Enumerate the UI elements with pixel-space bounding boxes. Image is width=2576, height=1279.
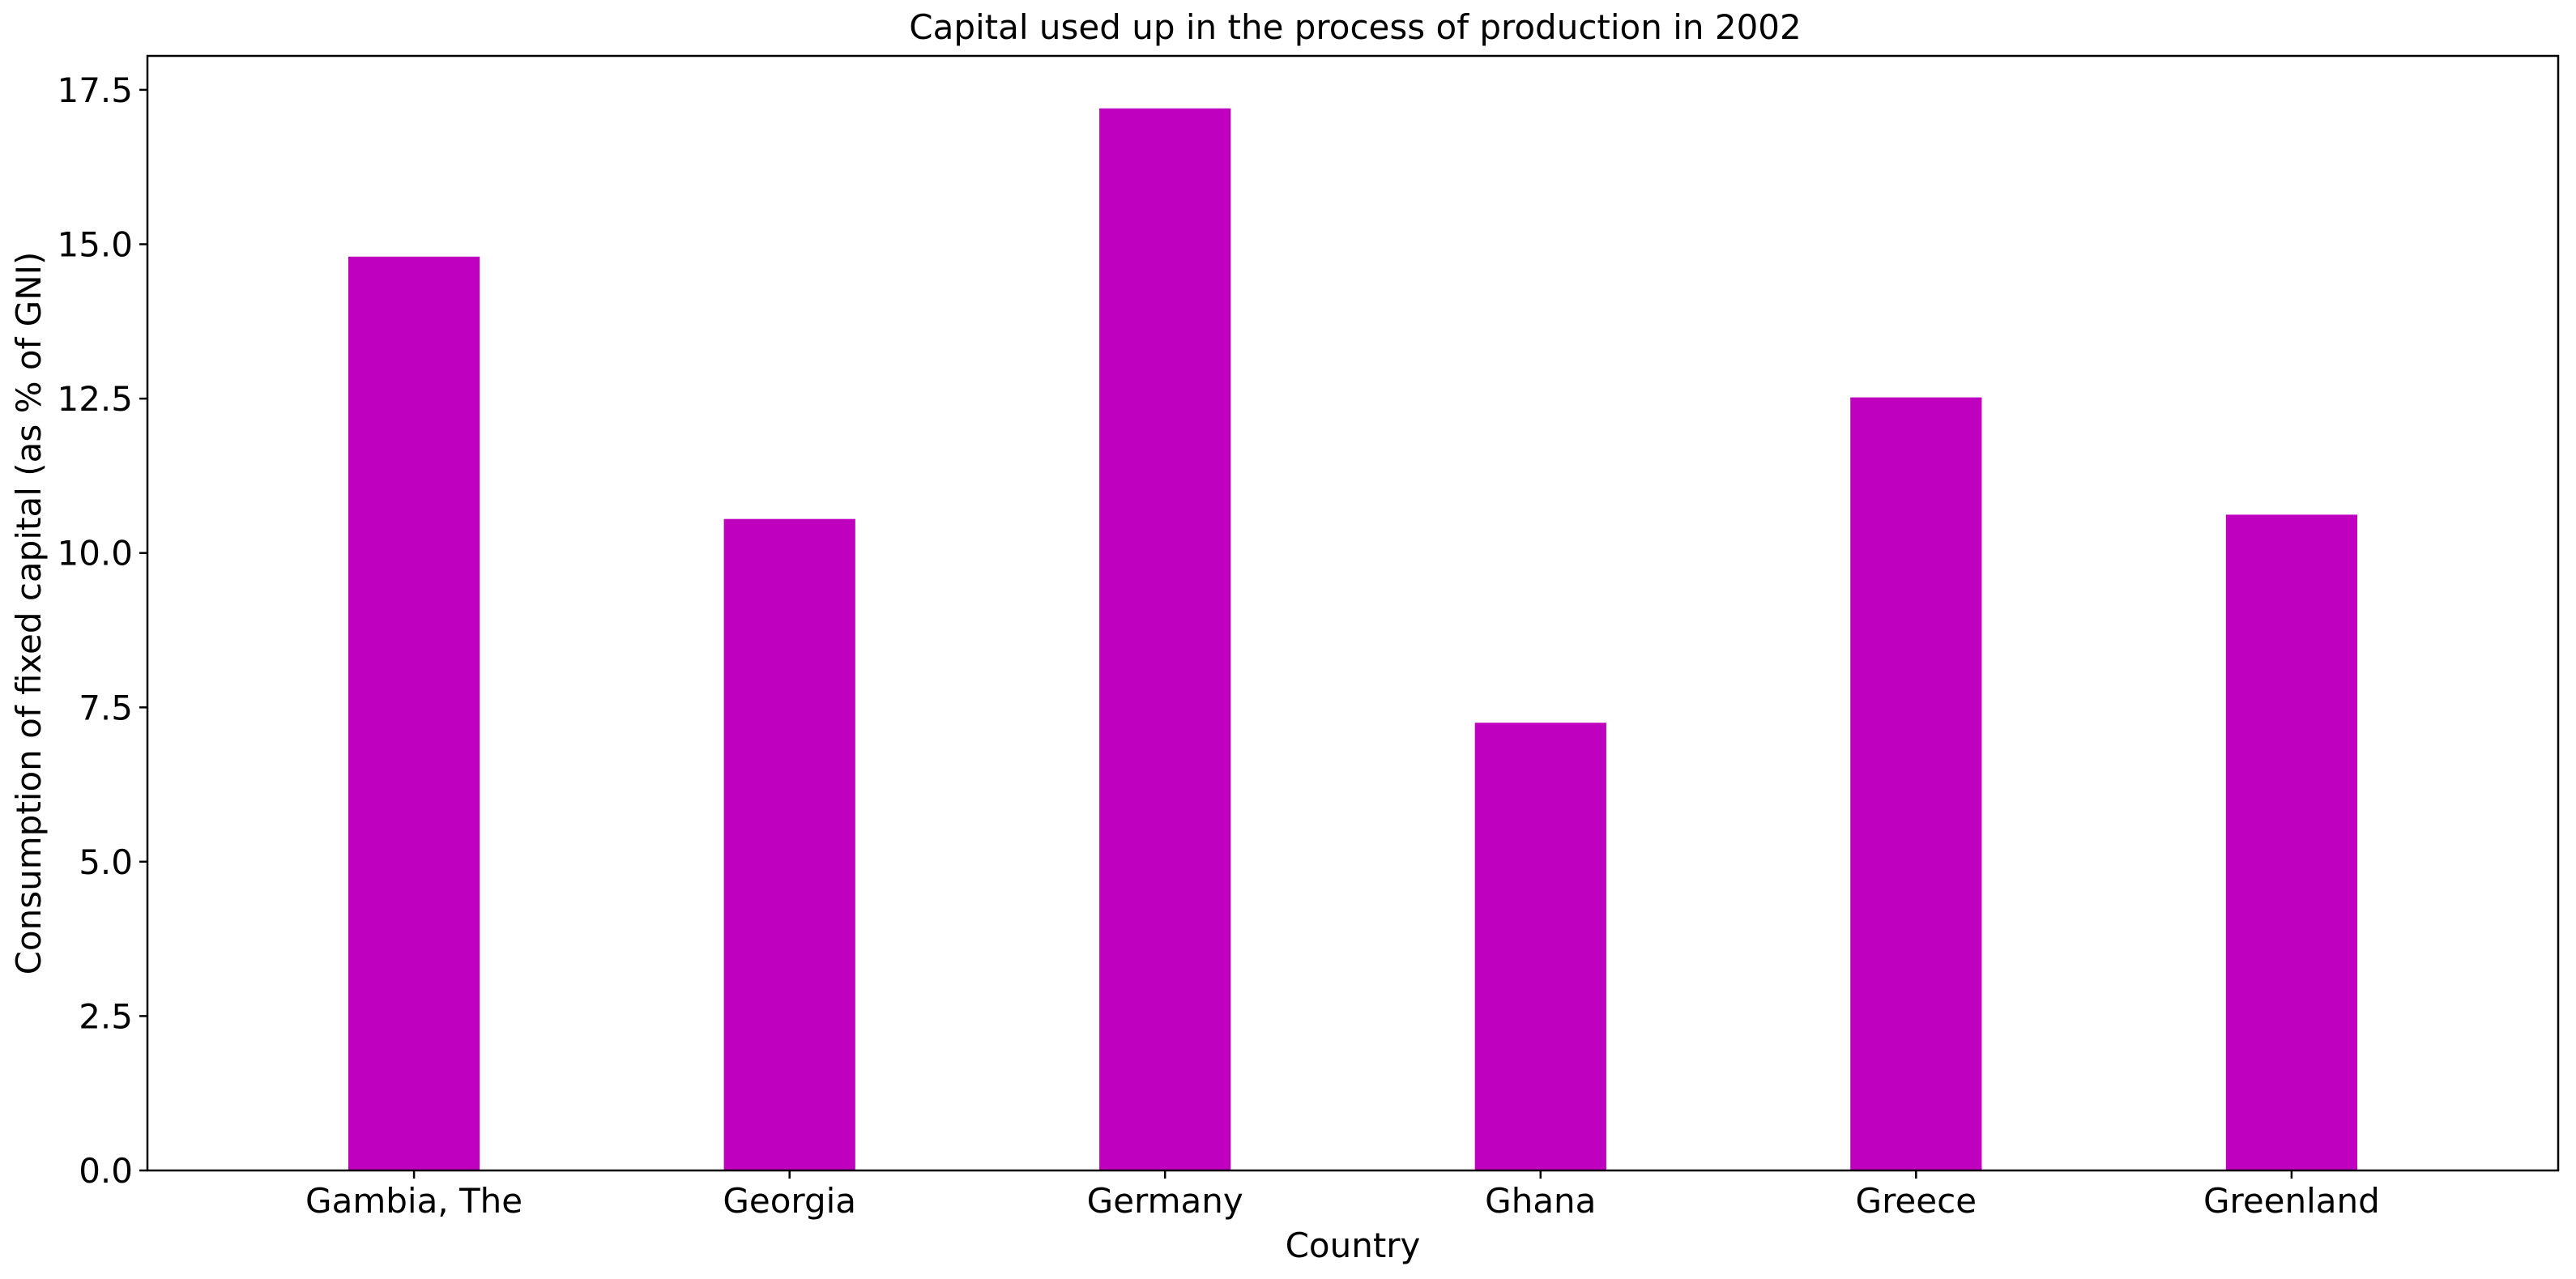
x-axis-label: Country [1286, 1226, 1421, 1265]
y-tick-label: 0.0 [79, 1151, 133, 1191]
y-tick-label: 2.5 [79, 996, 133, 1036]
y-axis-ticks: 0.0 2.5 5.0 7.5 10.0 12.5 15.0 17.5 [57, 70, 147, 1191]
bar-germany [1099, 108, 1231, 1170]
x-tick-label: Greece [1856, 1181, 1977, 1221]
bars [348, 108, 2357, 1171]
bar-ghana [1474, 723, 1606, 1170]
y-tick-label: 15.0 [57, 225, 133, 265]
y-tick-label: 12.5 [57, 379, 133, 419]
x-tick-label: Greenland [2203, 1181, 2380, 1221]
x-tick-label: Gambia, The [305, 1181, 522, 1221]
plot-frame [146, 54, 2560, 1172]
y-tick-label: 17.5 [57, 70, 133, 110]
bar-gambia-the [348, 256, 480, 1170]
x-axis-ticks: Gambia, The Georgia Germany Ghana Greece Gree… [305, 1170, 2380, 1221]
y-tick-label: 7.5 [79, 688, 133, 727]
bar-georgia [723, 518, 855, 1170]
x-tick-label: Georgia [723, 1181, 856, 1221]
x-tick-label: Ghana [1485, 1181, 1596, 1221]
y-axis-label: Consumption of fixed capital (as % of GN… [9, 252, 49, 975]
bar-greece [1850, 397, 1982, 1171]
bar-greenland [2225, 514, 2357, 1170]
y-tick-label: 10.0 [57, 534, 133, 573]
y-tick-label: 5.0 [79, 842, 133, 882]
x-tick-label: Germany [1087, 1181, 1243, 1221]
chart-title: Capital used up in the process of produc… [909, 7, 1802, 47]
